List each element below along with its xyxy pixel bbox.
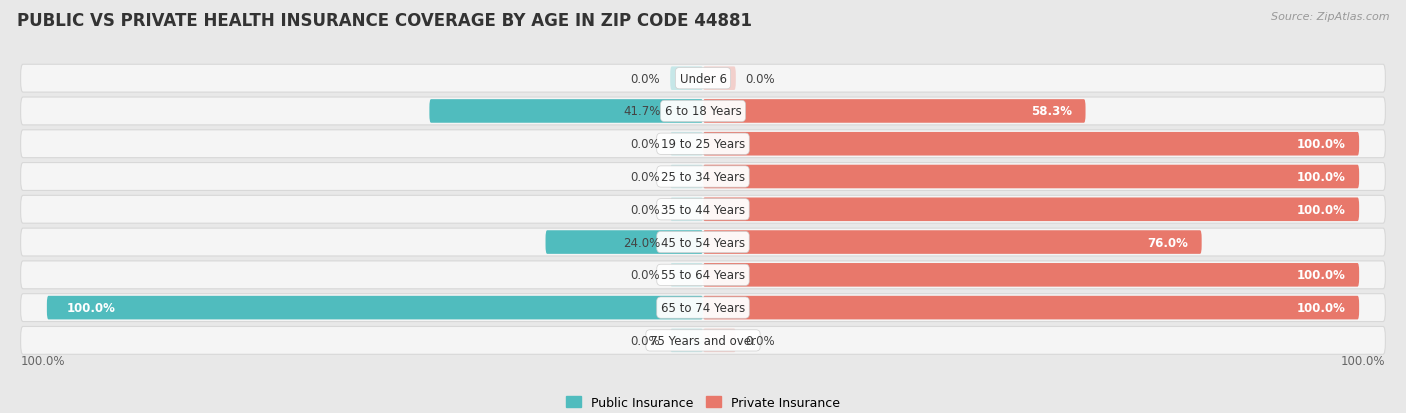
Text: 0.0%: 0.0%: [631, 334, 661, 347]
FancyBboxPatch shape: [703, 231, 1202, 254]
Text: 24.0%: 24.0%: [623, 236, 661, 249]
Text: 45 to 54 Years: 45 to 54 Years: [661, 236, 745, 249]
FancyBboxPatch shape: [703, 165, 1360, 189]
FancyBboxPatch shape: [703, 133, 1360, 156]
FancyBboxPatch shape: [21, 327, 1385, 354]
Text: 0.0%: 0.0%: [745, 334, 775, 347]
FancyBboxPatch shape: [671, 165, 703, 189]
Text: 75 Years and over: 75 Years and over: [650, 334, 756, 347]
Text: 100.0%: 100.0%: [1298, 269, 1346, 282]
Text: 41.7%: 41.7%: [623, 105, 661, 118]
Text: 100.0%: 100.0%: [1298, 171, 1346, 183]
FancyBboxPatch shape: [21, 65, 1385, 93]
Text: 0.0%: 0.0%: [631, 138, 661, 151]
FancyBboxPatch shape: [546, 231, 703, 254]
Text: 100.0%: 100.0%: [1298, 203, 1346, 216]
FancyBboxPatch shape: [671, 198, 703, 221]
Text: 100.0%: 100.0%: [1341, 354, 1385, 367]
Text: Source: ZipAtlas.com: Source: ZipAtlas.com: [1271, 12, 1389, 22]
Text: 100.0%: 100.0%: [21, 354, 65, 367]
FancyBboxPatch shape: [703, 263, 1360, 287]
FancyBboxPatch shape: [703, 198, 1360, 221]
FancyBboxPatch shape: [671, 133, 703, 156]
Text: PUBLIC VS PRIVATE HEALTH INSURANCE COVERAGE BY AGE IN ZIP CODE 44881: PUBLIC VS PRIVATE HEALTH INSURANCE COVER…: [17, 12, 752, 30]
Text: 100.0%: 100.0%: [1298, 301, 1346, 314]
FancyBboxPatch shape: [671, 67, 703, 91]
FancyBboxPatch shape: [703, 100, 1085, 123]
Text: 6 to 18 Years: 6 to 18 Years: [665, 105, 741, 118]
FancyBboxPatch shape: [21, 131, 1385, 158]
Text: Under 6: Under 6: [679, 73, 727, 85]
FancyBboxPatch shape: [21, 196, 1385, 224]
FancyBboxPatch shape: [671, 329, 703, 352]
Text: 76.0%: 76.0%: [1147, 236, 1188, 249]
Text: 25 to 34 Years: 25 to 34 Years: [661, 171, 745, 183]
FancyBboxPatch shape: [703, 67, 735, 91]
Legend: Public Insurance, Private Insurance: Public Insurance, Private Insurance: [561, 391, 845, 413]
FancyBboxPatch shape: [703, 296, 1360, 320]
Text: 19 to 25 Years: 19 to 25 Years: [661, 138, 745, 151]
FancyBboxPatch shape: [21, 294, 1385, 322]
Text: 58.3%: 58.3%: [1032, 105, 1073, 118]
Text: 0.0%: 0.0%: [631, 203, 661, 216]
FancyBboxPatch shape: [703, 329, 735, 352]
Text: 0.0%: 0.0%: [631, 73, 661, 85]
Text: 0.0%: 0.0%: [745, 73, 775, 85]
Text: 0.0%: 0.0%: [631, 269, 661, 282]
Text: 65 to 74 Years: 65 to 74 Years: [661, 301, 745, 314]
FancyBboxPatch shape: [21, 163, 1385, 191]
FancyBboxPatch shape: [21, 228, 1385, 256]
Text: 100.0%: 100.0%: [1298, 138, 1346, 151]
Text: 35 to 44 Years: 35 to 44 Years: [661, 203, 745, 216]
FancyBboxPatch shape: [21, 98, 1385, 126]
FancyBboxPatch shape: [429, 100, 703, 123]
FancyBboxPatch shape: [671, 263, 703, 287]
Text: 100.0%: 100.0%: [66, 301, 115, 314]
FancyBboxPatch shape: [46, 296, 703, 320]
Text: 0.0%: 0.0%: [631, 171, 661, 183]
FancyBboxPatch shape: [21, 261, 1385, 289]
Text: 55 to 64 Years: 55 to 64 Years: [661, 269, 745, 282]
